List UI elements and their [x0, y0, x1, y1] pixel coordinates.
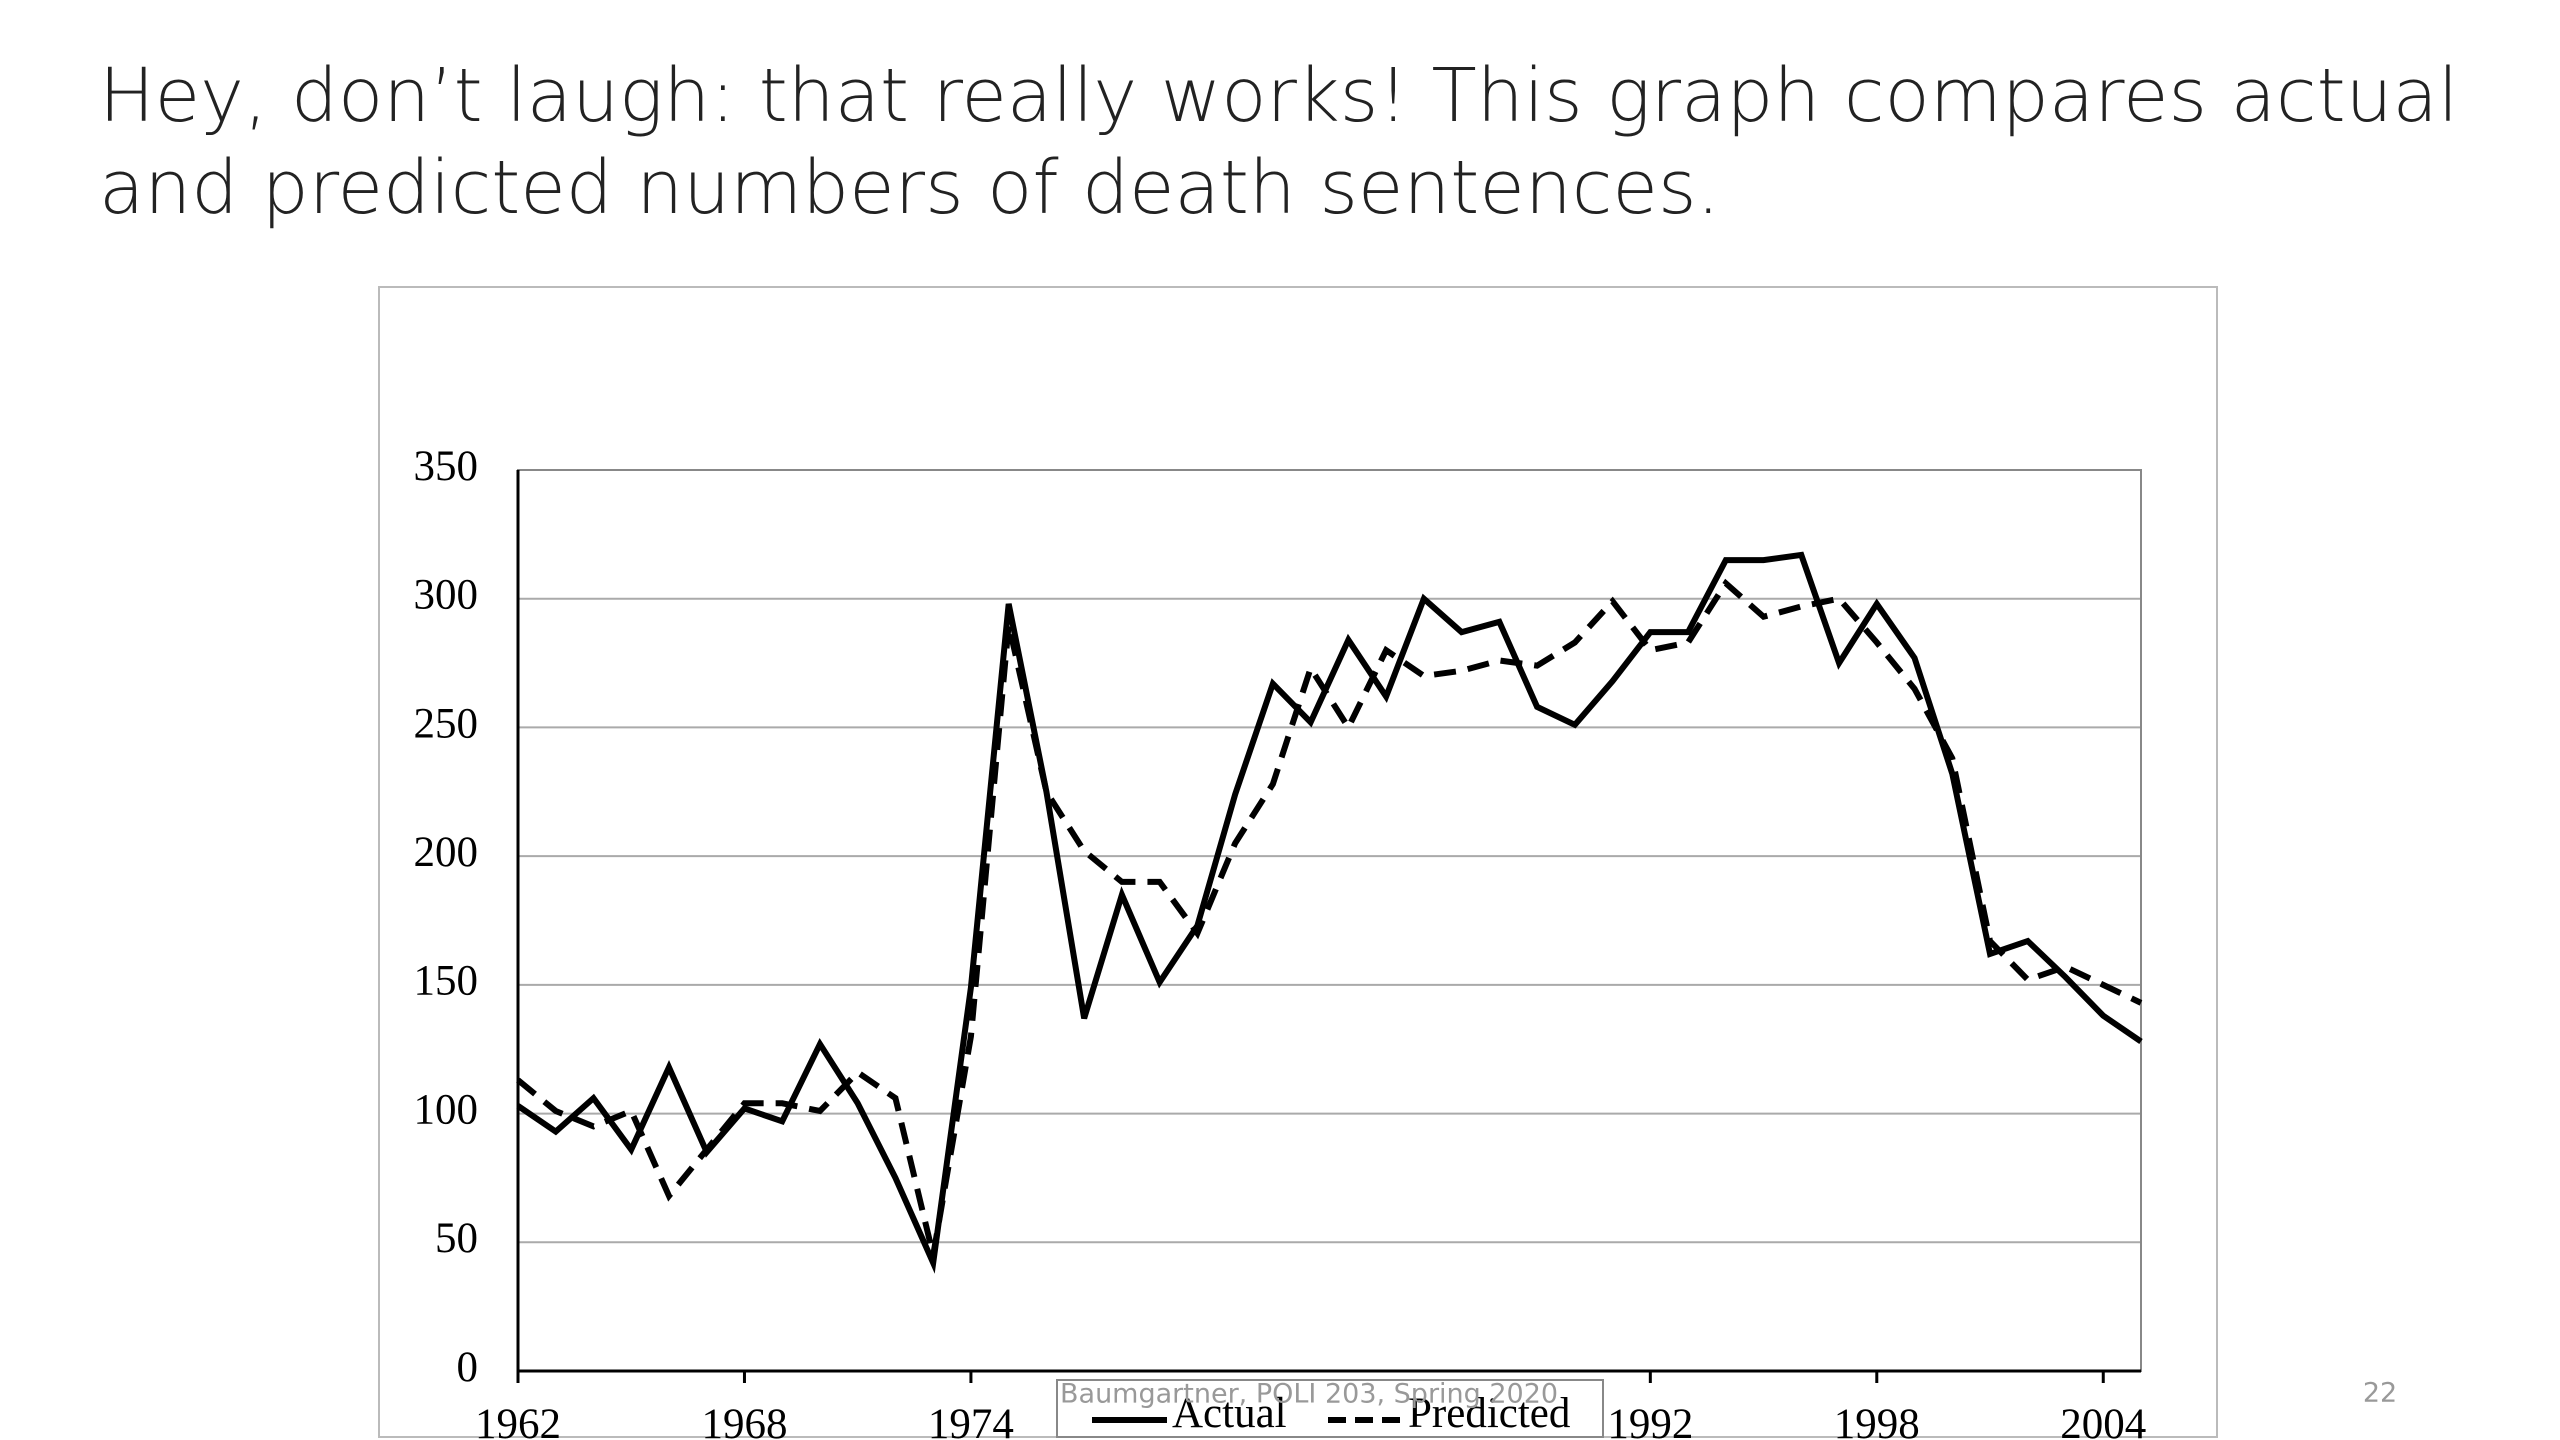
y-tick-label: 0	[457, 1344, 479, 1391]
y-tick-label: 100	[414, 1086, 479, 1133]
x-tick-label: 2004	[2060, 1401, 2146, 1440]
legend-box	[1056, 1379, 1604, 1438]
chart-frame	[378, 286, 2218, 1438]
y-tick-label: 250	[414, 700, 479, 747]
y-tick-label: 50	[435, 1215, 478, 1262]
footer: Baumgartner, POLI 203, Spring 2020	[1060, 1379, 1558, 1410]
y-tick-label: 200	[414, 829, 479, 876]
legend-label: Actual	[1172, 1390, 1287, 1437]
y-tick-label: 150	[414, 958, 479, 1005]
x-tick-label: 1998	[1834, 1401, 1920, 1440]
data-line	[516, 551, 2143, 1274]
x-tick-label: 1992	[1607, 1401, 1693, 1440]
y-tick-label: 300	[414, 572, 479, 619]
legend: Actual Predicted	[1056, 1379, 1604, 1438]
legend-label: Predicted	[1408, 1390, 1570, 1437]
slide-heading: Hey, don’t laugh: that really works! Thi…	[99, 53, 2459, 231]
data-line	[516, 578, 2143, 1256]
x-tick-label: 1974	[928, 1401, 1014, 1440]
y-tick-label: 350	[414, 443, 479, 490]
page-number: 22	[2363, 1378, 2397, 1409]
x-tick-label: 1962	[475, 1401, 561, 1440]
x-tick-label: 1968	[701, 1401, 787, 1440]
